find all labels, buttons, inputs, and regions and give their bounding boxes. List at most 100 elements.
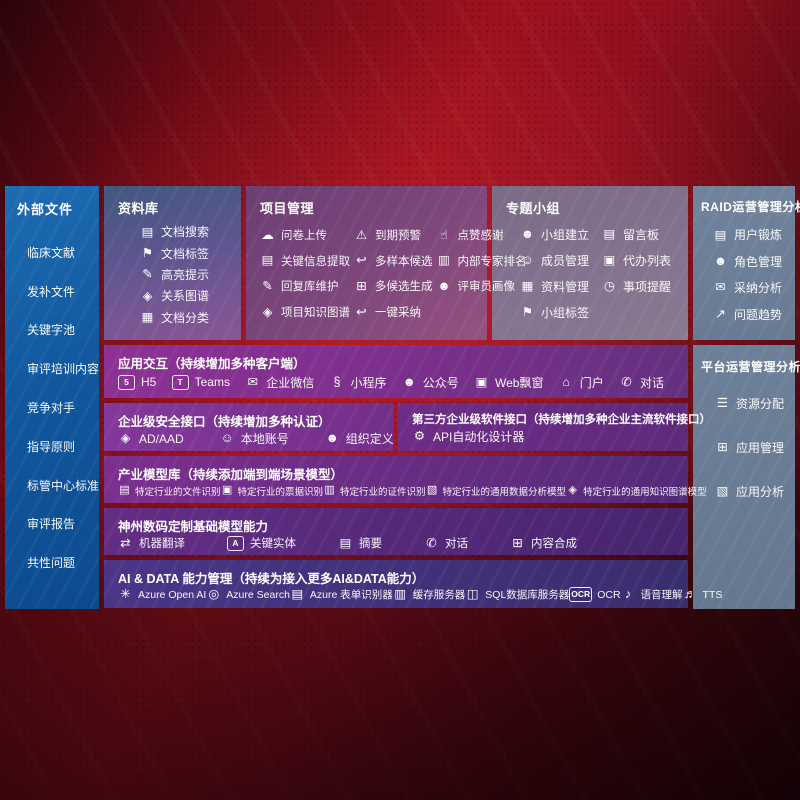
feature-item: ▥ 内部专家排名 bbox=[437, 253, 527, 269]
ocr-icon: OCR bbox=[569, 587, 593, 602]
project-feature-grid: ☁ 问卷上传 ⚠ 到期预警 ☝ 点赞感谢 bbox=[260, 217, 526, 330]
feature-label: 对话 bbox=[445, 538, 468, 550]
key-entity-icon: A bbox=[227, 535, 244, 551]
panel-title: 产业模型库（持续添加端到端场景模型） bbox=[118, 468, 344, 482]
feature-label: 事项提醒 bbox=[622, 280, 671, 294]
speech-understanding-icon: ♪ bbox=[624, 587, 632, 602]
third-party-api-list: ⚙ API自动化设计器 bbox=[412, 427, 674, 445]
feature-label: 本地账号 bbox=[240, 432, 289, 446]
azure-search-icon: ◎ bbox=[208, 587, 220, 602]
feature-label: 缓存服务器 bbox=[412, 589, 466, 601]
feature-item: T Teams bbox=[171, 374, 230, 390]
panel-title: 外部文件 bbox=[17, 202, 74, 217]
feature-item: ✆ 对话 bbox=[619, 374, 664, 391]
cloud-upload-icon: ☁ bbox=[261, 227, 274, 242]
miniprogram-icon: § bbox=[333, 374, 341, 389]
issue-trend-icon: ↗ bbox=[715, 306, 726, 321]
feature-item: ☻ 评审员画像 bbox=[437, 278, 527, 294]
feature-label: Azure 表单识别器 bbox=[309, 589, 393, 601]
feature-item: ▤ 特定行业的文件识别 bbox=[118, 483, 220, 498]
feature-label: AD/AAD bbox=[139, 431, 184, 446]
interface-row: 企业级安全接口（持续增加多种认证） ◈ AD/AAD ☺ 本地账号 bbox=[104, 403, 711, 451]
web-popup-icon: ▣ bbox=[475, 374, 488, 389]
portal-icon: ⌂ bbox=[562, 374, 570, 389]
feature-label: 多候选生成 bbox=[375, 281, 433, 294]
thumbs-up-icon: ☝ bbox=[440, 227, 448, 242]
base-models-list: ⇄ 机器翻译 A 关键实体 ▤ 摘要 bbox=[118, 535, 674, 551]
role-manage-icon: ☻ bbox=[713, 254, 728, 269]
feature-label: 机器翻译 bbox=[139, 538, 185, 550]
certificate-recognition-icon: ▥ bbox=[324, 484, 335, 496]
feature-label: 应用分析 bbox=[736, 485, 785, 499]
panel-external-files: 外部文件 临床文献 发补文件 关键字池 审评培训内容 竞争对手 指导原则 标管中… bbox=[5, 186, 99, 609]
feature-item: ◈ AD/AAD bbox=[118, 431, 184, 446]
panel-title: 神州数码定制基础模型能力 bbox=[118, 520, 269, 534]
feature-item: ▦ 资料管理 bbox=[520, 278, 602, 295]
feature-item: ⊞ 应用管理 bbox=[715, 439, 791, 456]
feature-label: 内部专家排名 bbox=[457, 255, 527, 268]
panel-title: 项目管理 bbox=[260, 201, 315, 216]
list-item: 审评培训内容 bbox=[27, 362, 100, 377]
feature-item: ✳ Azure Open AI bbox=[118, 587, 206, 602]
feature-label: 关系图谱 bbox=[161, 289, 210, 304]
resource-allocation-icon: ☰ bbox=[716, 396, 729, 411]
feature-item: ▥ 特定行业的证件识别 bbox=[323, 483, 425, 498]
panel-ai-data: AI & DATA 能力管理（持续为接入更多AI&DATA能力） ✳ Azure… bbox=[104, 560, 722, 608]
feature-label: 采纳分析 bbox=[734, 281, 783, 296]
alarm-icon: ⚠ bbox=[355, 227, 368, 242]
openai-icon: ✳ bbox=[120, 587, 131, 602]
feature-item: ⚑ 小组标签 bbox=[520, 304, 602, 321]
ad-aad-icon: ◈ bbox=[120, 431, 131, 446]
multi-generate-icon: ⊞ bbox=[356, 279, 367, 294]
panel-platform-analysis: 平台运营管理分析 ☰ 资源分配 ⊞ 应用管理 bbox=[693, 345, 800, 609]
feature-label: 小组建立 bbox=[541, 228, 590, 242]
panel-repository: 资料库 ▤ 文档搜索 ⚑ 文档标签 bbox=[104, 186, 241, 340]
feature-label: 语音理解 bbox=[640, 589, 683, 601]
ai-data-list: ✳ Azure Open AI ◎ Azure Search ▤ Azure 表… bbox=[118, 587, 722, 602]
feature-item: ▤ 留言板 bbox=[602, 226, 680, 243]
team-build-icon: ☻ bbox=[520, 227, 535, 242]
feature-item: ↩ 一键采纳 bbox=[354, 304, 433, 320]
form-recognizer-icon: ▤ bbox=[291, 587, 304, 602]
feature-item: ☺ 本地账号 bbox=[220, 430, 289, 447]
feature-item: ✉ 企业微信 bbox=[245, 374, 314, 391]
panel-title: 平台运营管理分析 bbox=[701, 360, 800, 374]
feature-item: ☻ 小组建立 bbox=[520, 226, 602, 243]
feature-item: ▦ 文档分类 bbox=[140, 309, 233, 326]
feature-label: 评审员画像 bbox=[457, 281, 516, 294]
panel-title: RAID运营管理分析 bbox=[701, 200, 800, 214]
feature-label: 到期预警 bbox=[375, 229, 421, 242]
member-manage-icon: ☺ bbox=[521, 253, 534, 268]
chat-icon: ✆ bbox=[426, 535, 437, 550]
feature-item: ▤ 文档搜索 bbox=[140, 223, 233, 240]
feature-item: ☝ 点赞感谢 bbox=[437, 227, 527, 243]
industry-models-list: ▤ 特定行业的文件识别 ▣ 特定行业的票据识别 ▥ 特定行业的证件识别 bbox=[118, 483, 706, 498]
feature-item: ⊞ 内容合成 bbox=[510, 535, 577, 551]
feature-label: 文档搜索 bbox=[161, 225, 210, 240]
feature-item: ☁ 问卷上传 bbox=[260, 227, 350, 243]
panel-title: 企业级安全接口（持续增加多种认证） bbox=[118, 415, 331, 429]
dialog-icon: ✆ bbox=[621, 374, 632, 389]
todo-list-icon: ▣ bbox=[603, 253, 616, 268]
group-tag-icon: ⚑ bbox=[521, 305, 534, 320]
feature-item: ⚑ 文档标签 bbox=[140, 245, 233, 262]
list-item: 竞争对手 bbox=[27, 400, 76, 415]
security-api-list: ◈ AD/AAD ☺ 本地账号 ☻ 组织定义 bbox=[118, 430, 394, 447]
panel-industry-models: 产业模型库（持续添加端到端场景模型） ▤ 特定行业的文件识别 ▣ 特定行业的票据… bbox=[104, 456, 707, 503]
wecom-icon: ✉ bbox=[247, 374, 258, 389]
panel-title: 资料库 bbox=[118, 201, 159, 216]
feature-item: ✎ 回复库维护 bbox=[260, 278, 350, 294]
feature-label: 特定行业的通用数据分析模型 bbox=[442, 486, 567, 498]
panel-security-api: 企业级安全接口（持续增加多种认证） ◈ AD/AAD ☺ 本地账号 bbox=[104, 403, 394, 451]
feature-label: 高亮提示 bbox=[161, 267, 210, 282]
summary-icon: ▤ bbox=[339, 535, 352, 550]
feature-item: ▤ 用户锻炼 bbox=[713, 226, 791, 243]
main-column: 资料库 ▤ 文档搜索 ⚑ 文档标签 bbox=[104, 186, 722, 609]
feature-item: ▣ 特定行业的票据识别 bbox=[221, 483, 323, 498]
file-recognition-icon: ▤ bbox=[119, 484, 130, 496]
feature-label: 小程序 bbox=[350, 375, 387, 390]
teams-icon: T bbox=[171, 374, 189, 390]
highlight-icon: ✎ bbox=[142, 267, 153, 282]
bbs-board-icon: ▤ bbox=[603, 227, 616, 242]
one-click-adopt-icon: ↩ bbox=[356, 304, 367, 319]
